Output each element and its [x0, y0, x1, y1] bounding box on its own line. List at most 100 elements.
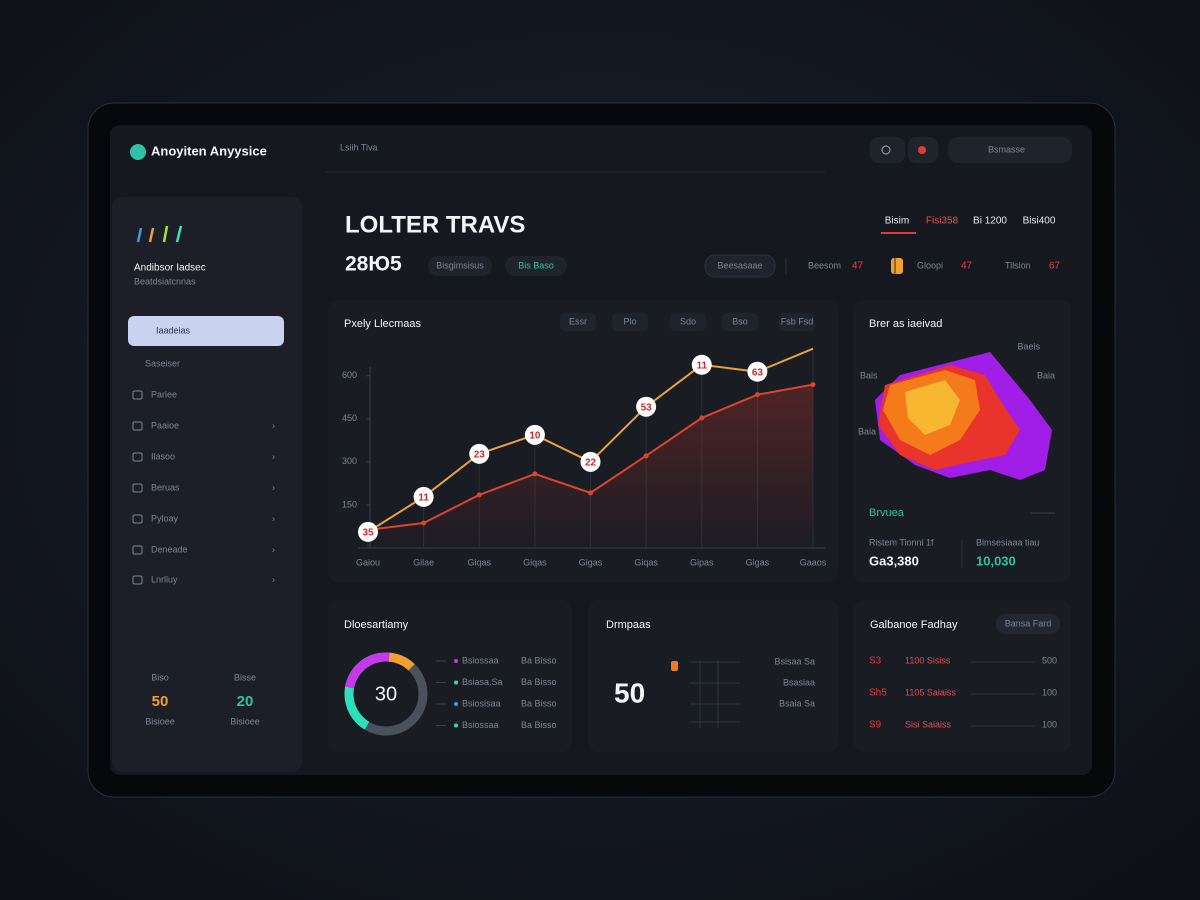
- heatmap-label: Baeis: [1017, 341, 1040, 351]
- row-code: Sh5: [869, 688, 887, 699]
- menu-item[interactable]: Paaioe: [151, 420, 179, 430]
- menu-item[interactable]: Pariee: [151, 389, 177, 399]
- heatmap-stat-value: Ga3,380: [869, 553, 919, 568]
- annotation-badge: [469, 443, 490, 464]
- filter[interactable]: [560, 313, 596, 331]
- x-tick-label: Giqas: [467, 557, 491, 567]
- x-tick-label: Giqas: [523, 557, 547, 567]
- stat-label: Biso: [151, 672, 169, 682]
- menu-item[interactable]: Ilasoo: [151, 451, 175, 461]
- row-label: Bsiasa.Sa: [462, 677, 503, 687]
- chip[interactable]: [428, 256, 492, 276]
- metric-value: 47: [852, 261, 864, 272]
- count-lines: [690, 660, 740, 728]
- x-tick-label: Gigas: [746, 557, 770, 567]
- menu-icon: [132, 575, 143, 585]
- search[interactable]: Lsiih Tiva: [340, 142, 378, 152]
- donut-card: [328, 600, 572, 752]
- annotation: 23: [474, 449, 486, 460]
- row-text: 1105 Saiaiss: [905, 687, 956, 697]
- point: [532, 471, 538, 477]
- overview-button-label: Beesasaae: [717, 260, 762, 270]
- x-tick-label: Gipas: [690, 557, 714, 567]
- row-value: 100: [1042, 687, 1057, 697]
- filter[interactable]: [722, 313, 758, 331]
- menu-chevron: ›: [272, 482, 275, 492]
- tab[interactable]: Bi 1200: [973, 216, 1007, 227]
- donut-center: 30: [375, 683, 397, 705]
- filter-label: Plo: [623, 316, 636, 326]
- y-tick-label: 450: [342, 413, 357, 423]
- logo: [130, 144, 146, 160]
- filter-label: Fsb Fsd: [781, 316, 814, 326]
- row-value: Ba Bisso: [521, 655, 557, 665]
- stat-value: 20: [237, 693, 254, 710]
- menu-icon: [132, 483, 143, 493]
- annotation: 11: [418, 493, 429, 504]
- list-button[interactable]: [996, 614, 1060, 634]
- row-code: S3: [869, 656, 882, 667]
- menu-icon: [132, 452, 143, 462]
- heatmap: [875, 352, 1052, 480]
- heatmap-label: Baia: [858, 426, 876, 436]
- overview-value: 28Ю5: [345, 253, 402, 276]
- annotation: 10: [529, 431, 541, 442]
- annotation-badge: [747, 361, 768, 382]
- y-tick-label: 300: [342, 456, 357, 466]
- menu-icon: [132, 514, 143, 524]
- x-tick-label: Gigas: [579, 557, 603, 567]
- heatmap-stat-label: Bimsesiaaa tiau: [976, 537, 1040, 547]
- list-card: [853, 600, 1071, 752]
- tab[interactable]: Bisim: [885, 216, 909, 227]
- search-icon: [881, 145, 891, 155]
- row-code: S9: [869, 720, 882, 731]
- user-button[interactable]: [948, 137, 1072, 163]
- menu-item[interactable]: Deneade: [151, 544, 188, 554]
- x-tick-label: Giqas: [634, 557, 658, 567]
- overview-button[interactable]: [704, 254, 776, 278]
- annotation: 53: [641, 402, 653, 413]
- y-tick-label: 600: [342, 370, 357, 380]
- annotation-badge: [358, 521, 378, 542]
- sidebar-caption: Beatdsiatcnnas: [134, 276, 196, 286]
- filter-label: Bso: [732, 316, 748, 326]
- count-icon: [671, 661, 678, 671]
- menu-item[interactable]: Saseiser: [145, 358, 180, 368]
- menu-icon: [132, 390, 143, 400]
- row-value: Ba Bisso: [521, 677, 557, 687]
- menu-icon: [132, 421, 143, 431]
- filter[interactable]: [670, 313, 706, 331]
- heatmap-label: Bais: [860, 370, 878, 380]
- annotation: 22: [585, 457, 597, 468]
- menu-item[interactable]: Pyloay: [151, 513, 179, 523]
- user-name: Bsmasse: [988, 144, 1025, 154]
- stat-caption: Bisioee: [230, 716, 260, 726]
- menu-item[interactable]: Iaadeias: [156, 325, 191, 335]
- filter[interactable]: [612, 313, 648, 331]
- tab[interactable]: Bisi400: [1023, 216, 1056, 227]
- sidebar-subtitle: Andibsor Iadsec: [134, 263, 206, 274]
- chip[interactable]: [505, 256, 567, 276]
- menu-active[interactable]: [128, 316, 284, 346]
- brand: Anoyiten Anyysice: [151, 143, 267, 158]
- metric-label: Tilsion: [1005, 260, 1031, 270]
- alert-icon: [918, 146, 926, 154]
- row-label: Bsiosisaa: [462, 698, 501, 708]
- legend-dot: [454, 680, 458, 685]
- chip-label: Bis Baso: [518, 260, 554, 270]
- heatmap-stat-value: 10,030: [976, 553, 1016, 568]
- menu-item[interactable]: Lnrlluy: [151, 574, 178, 584]
- list-title: Galbanoe Fadhay: [870, 619, 958, 631]
- count-card: [588, 600, 838, 752]
- x-tick-label: Gaaos: [800, 557, 827, 567]
- filter-label: Sdo: [680, 316, 696, 326]
- menu-item[interactable]: Beruas: [151, 482, 180, 492]
- heatmap-legend: Brvuea: [869, 507, 905, 519]
- heatmap-title: Brer as iaeivad: [869, 318, 942, 330]
- filter[interactable]: [779, 313, 815, 331]
- metric-icon: [891, 258, 903, 274]
- annotation: 11: [696, 360, 707, 371]
- search-button[interactable]: [870, 137, 905, 163]
- count-title: Drmpaas: [606, 619, 651, 631]
- tab[interactable]: Fisi358: [926, 216, 959, 227]
